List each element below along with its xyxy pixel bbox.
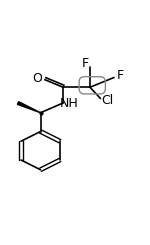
Text: NH: NH	[60, 97, 78, 110]
Text: F: F	[116, 69, 124, 82]
Text: F: F	[82, 57, 89, 70]
Text: O: O	[32, 72, 42, 85]
Text: Cl: Cl	[101, 94, 113, 107]
Polygon shape	[17, 102, 41, 113]
